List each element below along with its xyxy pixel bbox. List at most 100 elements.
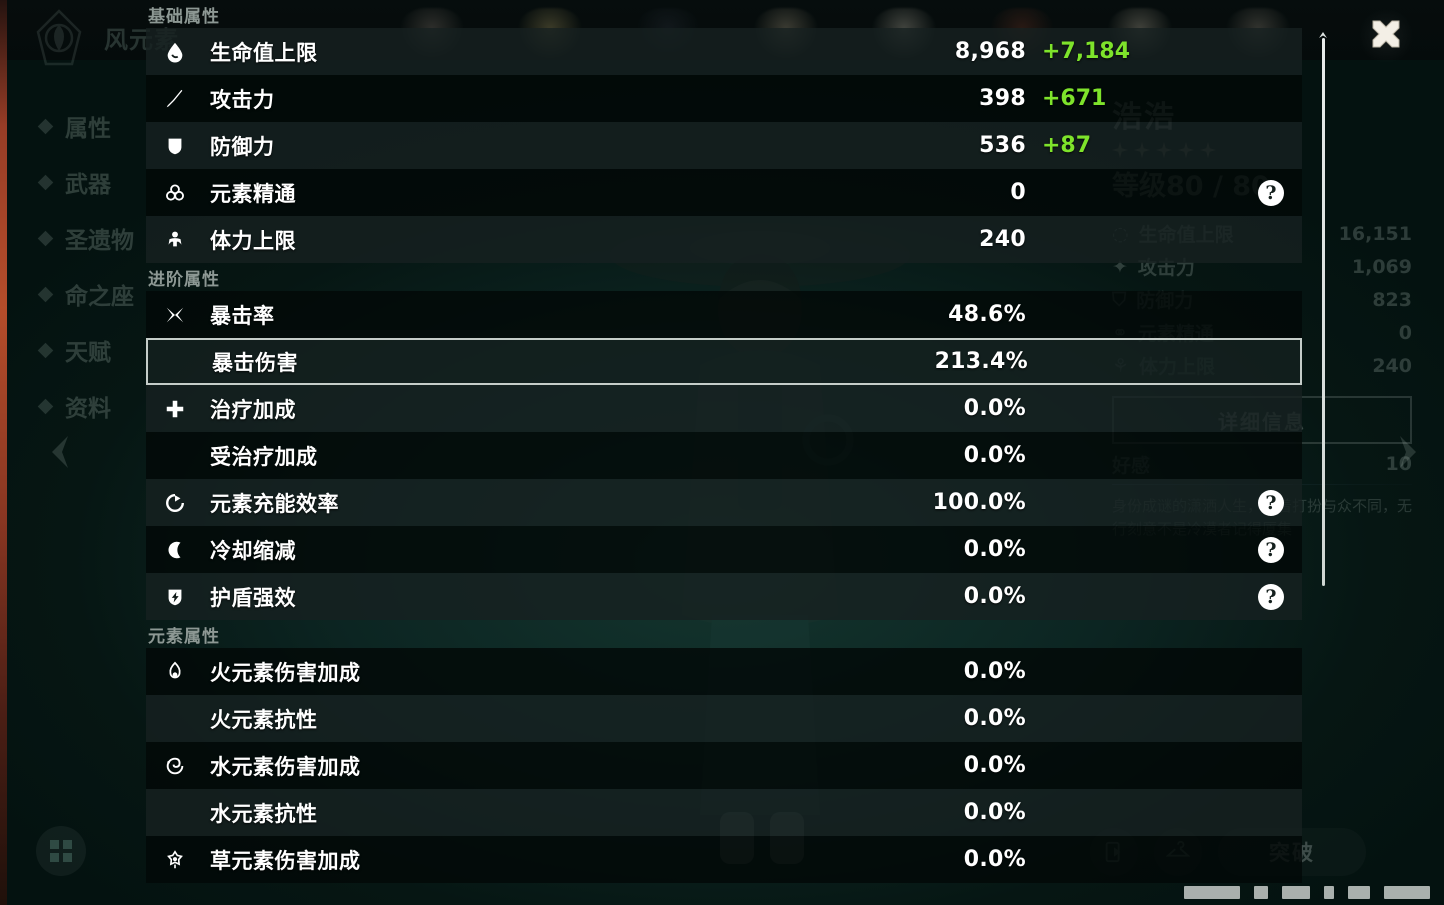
stat-label: 草元素伤害加成 (210, 848, 361, 873)
defense-shield-icon (162, 133, 188, 159)
sidebar-item-label: 武器 (65, 172, 111, 198)
stat-bonus: +87 (1042, 133, 1092, 158)
chevron-left-icon[interactable] (44, 432, 78, 472)
stat-value: 48.6% (948, 302, 1026, 327)
bg-stat-value: 240 (1372, 354, 1412, 377)
sidebar-item-label: 属性 (65, 116, 111, 142)
stat-row-max-stamina[interactable]: 体力上限 240 (146, 216, 1302, 263)
sidebar-item-profile[interactable]: 资料 (37, 378, 134, 434)
close-button[interactable] (1358, 8, 1414, 64)
stat-row-energy-recharge[interactable]: 元素充能效率 100.0% ? (146, 479, 1302, 526)
stat-value: 0.0% (963, 443, 1026, 468)
character-side-menu[interactable]: 属性 武器 圣遗物 命之座 天赋 资料 (37, 98, 134, 434)
stat-label: 防御力 (210, 134, 275, 159)
stat-value: 0.0% (963, 753, 1026, 778)
stat-row-defense[interactable]: 防御力 536 +87 (146, 122, 1302, 169)
sidebar-item-weapon[interactable]: 武器 (37, 154, 134, 210)
friendship-value: 10 (1385, 453, 1412, 475)
sidebar-item-attributes[interactable]: 属性 (37, 98, 134, 154)
chevron-up-icon[interactable] (1318, 26, 1328, 38)
stat-value: 100.0% (932, 490, 1026, 515)
section-header-advanced: 进阶属性 (148, 269, 220, 290)
stat-row-pyro-res[interactable]: 火元素抗性 0.0% (146, 695, 1302, 742)
stat-value: 398 (979, 86, 1026, 111)
stat-row-cooldown-reduction[interactable]: 冷却缩减 0.0% ? (146, 526, 1302, 573)
scrollbar-thumb[interactable] (1322, 38, 1325, 586)
stat-value: 0.0% (963, 659, 1026, 684)
diamond-bullet-icon (37, 286, 54, 302)
stat-value: 0.0% (963, 706, 1026, 731)
stat-row-hydro-dmg-bonus[interactable]: 水元素伤害加成 0.0% (146, 742, 1302, 789)
sidebar-item-talents[interactable]: 天赋 (37, 322, 134, 378)
stat-value: 0.0% (963, 584, 1026, 609)
stat-label: 暴击率 (210, 303, 275, 328)
hydro-icon (162, 753, 188, 779)
grid-menu-icon[interactable] (36, 826, 86, 876)
stat-row-crit-rate[interactable]: 暴击率 48.6% (146, 291, 1302, 338)
stamina-icon (162, 227, 188, 253)
help-icon[interactable]: ? (1258, 536, 1284, 563)
panel-scrollbar[interactable] (1318, 26, 1328, 586)
shield-strength-icon (162, 584, 188, 610)
anemo-emblem-icon (28, 8, 90, 70)
bg-stat-value: 16,151 (1338, 222, 1412, 245)
stat-value: 0.0% (963, 537, 1026, 562)
censored-text-overlay (1184, 886, 1430, 899)
sidebar-item-artifacts[interactable]: 圣遗物 (37, 210, 134, 266)
diamond-bullet-icon (37, 342, 54, 358)
dendro-icon (162, 847, 188, 873)
sidebar-item-label: 资料 (65, 396, 111, 422)
stat-label: 受治疗加成 (210, 444, 318, 469)
diamond-bullet-icon (37, 174, 54, 190)
stat-row-elemental-mastery[interactable]: 元素精通 0 ? (146, 169, 1302, 216)
stat-label: 火元素抗性 (210, 707, 318, 732)
stat-label: 体力上限 (210, 228, 296, 253)
stat-label: 生命值上限 (210, 40, 318, 65)
stat-value: 0.0% (963, 847, 1026, 872)
stat-row-shield-strength[interactable]: 护盾强效 0.0% ? (146, 573, 1302, 620)
sidebar-item-label: 天赋 (65, 340, 111, 366)
pyro-icon (162, 659, 188, 685)
attack-sword-icon (162, 86, 188, 112)
stat-label: 水元素抗性 (210, 801, 318, 826)
stat-row-incoming-healing-bonus[interactable]: 受治疗加成 0.0% (146, 432, 1302, 479)
bg-stat-value: 1,069 (1351, 255, 1412, 278)
stat-value: 8,968 (954, 39, 1026, 64)
stat-label: 元素充能效率 (210, 491, 339, 516)
bg-stat-value: 823 (1372, 288, 1412, 311)
stat-row-attack[interactable]: 攻击力 398 +671 (146, 75, 1302, 122)
help-icon[interactable]: ? (1258, 489, 1284, 516)
diamond-bullet-icon (37, 118, 54, 134)
cooldown-icon (162, 537, 188, 563)
stat-row-crit-damage-selected[interactable]: 暴击伤害 213.4% (146, 338, 1302, 385)
stat-value: 213.4% (934, 349, 1028, 374)
diamond-bullet-icon (37, 398, 54, 414)
stat-row-hydro-res[interactable]: 水元素抗性 0.0% (146, 789, 1302, 836)
stat-row-pyro-dmg-bonus[interactable]: 火元素伤害加成 0.0% (146, 648, 1302, 695)
bg-stat-value: 0 (1398, 321, 1412, 344)
stat-label: 治疗加成 (210, 397, 296, 422)
chevron-right-icon[interactable] (1390, 432, 1424, 472)
section-header-base: 基础属性 (148, 6, 220, 27)
stat-label: 冷却缩减 (210, 538, 296, 563)
diamond-bullet-icon (37, 230, 54, 246)
stat-row-max-hp[interactable]: 生命值上限 8,968 +7,184 (146, 28, 1302, 75)
help-icon[interactable]: ? (1258, 179, 1284, 206)
hp-droplet-icon (162, 39, 188, 65)
help-icon[interactable]: ? (1258, 583, 1284, 610)
elemental-mastery-icon (162, 180, 188, 206)
stat-bonus: +7,184 (1042, 39, 1131, 64)
sidebar-item-label: 圣遗物 (65, 228, 134, 254)
stat-value: 0.0% (963, 396, 1026, 421)
stat-bonus: +671 (1042, 86, 1107, 111)
stat-row-dendro-dmg-bonus[interactable]: 草元素伤害加成 0.0% (146, 836, 1302, 883)
stat-label: 护盾强效 (210, 585, 296, 610)
stat-value: 0.0% (963, 800, 1026, 825)
energy-recharge-icon (162, 490, 188, 516)
healing-plus-icon (162, 396, 188, 422)
stat-value: 240 (979, 227, 1026, 252)
sidebar-item-constellation[interactable]: 命之座 (37, 266, 134, 322)
stat-row-healing-bonus[interactable]: 治疗加成 0.0% (146, 385, 1302, 432)
stat-value: 0 (1010, 180, 1026, 205)
stat-label: 水元素伤害加成 (210, 754, 361, 779)
